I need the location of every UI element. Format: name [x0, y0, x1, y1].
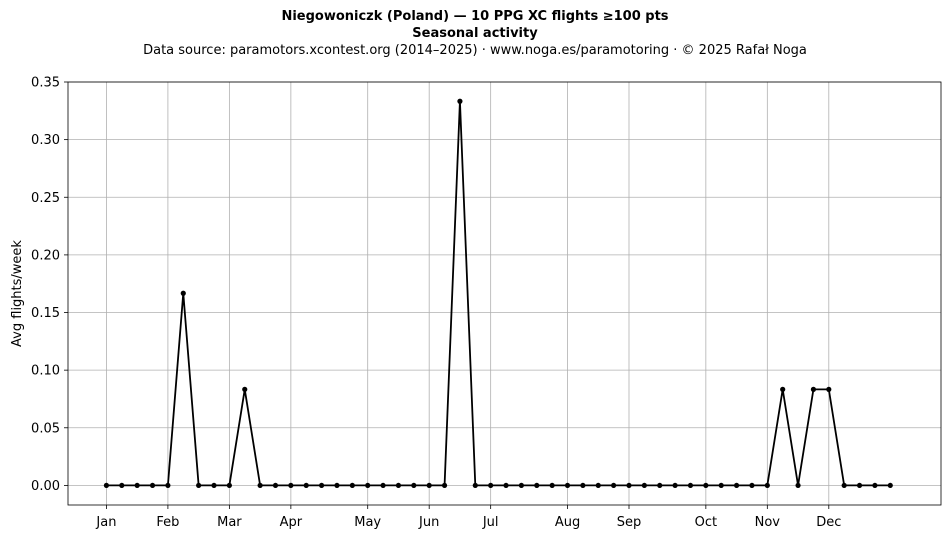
series-layer — [103, 98, 893, 489]
data-point — [103, 482, 110, 489]
data-point — [534, 482, 540, 489]
data-point — [288, 482, 294, 489]
data-point — [841, 482, 847, 489]
x-tick-label: May — [354, 515, 381, 530]
data-point — [211, 482, 217, 489]
chart-title-line2: Seasonal activity — [412, 26, 538, 41]
data-point — [380, 482, 386, 489]
data-point — [626, 482, 632, 489]
data-point — [319, 482, 325, 489]
data-point — [733, 482, 740, 489]
y-tick-label: 0.25 — [31, 191, 60, 206]
plot-frame — [67, 81, 942, 506]
data-point — [165, 482, 171, 489]
data-point — [226, 482, 232, 489]
data-point — [856, 482, 863, 489]
data-point — [810, 386, 817, 392]
data-point — [518, 482, 525, 489]
data-point — [134, 482, 140, 489]
data-point — [657, 482, 663, 489]
y-tick-label: 0.15 — [31, 306, 60, 321]
data-point — [564, 482, 571, 489]
data-point — [595, 482, 601, 489]
chart-title-block: Niegowoniczk (Poland) — 10 PPG XC flight… — [0, 8, 950, 59]
data-point — [749, 482, 755, 489]
y-tick-label: 0.30 — [31, 133, 60, 148]
x-tick-label: Aug — [555, 515, 580, 530]
x-tick-label: Jan — [95, 515, 116, 530]
data-point — [426, 482, 432, 489]
chart-title: Niegowoniczk (Poland) — 10 PPG XC flight… — [281, 9, 669, 24]
data-point — [411, 482, 417, 489]
x-tick-label: Mar — [217, 515, 242, 530]
data-point — [872, 482, 878, 489]
data-point — [488, 482, 494, 489]
data-point — [611, 482, 617, 489]
data-point — [303, 482, 309, 489]
data-point — [180, 290, 186, 296]
data-point — [349, 482, 355, 489]
x-tick-label: Nov — [755, 515, 781, 530]
axes-layer: Jan Feb Mar Apr May Jun Jul Aug Sep Oct Nov Dec 0.00… — [31, 76, 942, 530]
x-tick-label: Sep — [617, 515, 642, 530]
y-tick-label: 0.00 — [31, 479, 60, 494]
data-point — [887, 482, 893, 489]
data-point — [718, 482, 724, 489]
data-point — [703, 482, 709, 489]
data-point — [242, 386, 248, 392]
data-point — [149, 482, 156, 489]
data-point — [764, 482, 770, 489]
x-tick-label: Apr — [280, 515, 303, 530]
y-tick-label: 0.05 — [31, 421, 60, 436]
x-tick-label: Feb — [156, 515, 179, 530]
x-tick-label: Oct — [695, 515, 717, 530]
data-point — [457, 98, 463, 104]
data-point — [672, 482, 678, 489]
chart-subtitle: Data source: paramotors.xcontest.org (20… — [143, 43, 807, 58]
data-point — [257, 482, 263, 489]
data-point — [365, 482, 371, 489]
x-tick-label: Jun — [418, 515, 439, 530]
data-point — [441, 482, 448, 489]
data-point — [826, 386, 832, 392]
data-point — [503, 482, 509, 489]
y-axis-label: Avg flights/week — [10, 240, 25, 347]
y-tick-label: 0.35 — [31, 76, 60, 91]
data-point — [780, 386, 786, 392]
data-point — [795, 482, 801, 489]
series-line — [106, 100, 891, 487]
y-tick-label: 0.10 — [31, 364, 60, 379]
grid-layer — [68, 81, 941, 505]
data-point — [395, 482, 402, 489]
x-tick-label: Jul — [482, 515, 499, 530]
data-point — [580, 482, 586, 489]
data-point — [196, 482, 202, 489]
x-tick-label: Dec — [816, 515, 841, 530]
data-point — [119, 482, 125, 489]
data-point — [334, 482, 340, 489]
data-point — [472, 482, 478, 489]
data-point — [549, 482, 555, 489]
data-point — [641, 482, 647, 489]
y-tick-label: 0.20 — [31, 248, 60, 263]
data-point — [272, 482, 279, 489]
data-point — [687, 482, 694, 489]
